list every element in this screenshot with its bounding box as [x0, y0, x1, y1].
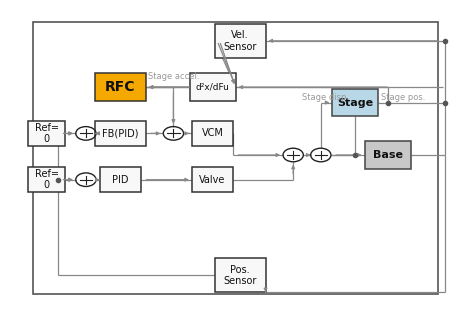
Bar: [192, 167, 233, 192]
Bar: [95, 121, 146, 146]
Text: RFC: RFC: [105, 80, 136, 94]
Text: FB(PID): FB(PID): [102, 128, 139, 138]
Text: d²x/dFu: d²x/dFu: [195, 82, 230, 92]
Text: Ref=
0: Ref= 0: [35, 169, 59, 190]
Bar: [215, 24, 266, 58]
Text: Stage: Stage: [337, 98, 373, 108]
Bar: [95, 73, 146, 101]
Text: Stage accel.: Stage accel.: [148, 72, 200, 81]
Bar: [189, 73, 236, 101]
Bar: [192, 121, 233, 146]
Text: Valve: Valve: [200, 175, 226, 185]
Bar: [365, 141, 411, 169]
Bar: [100, 167, 141, 192]
Text: Pos.
Sensor: Pos. Sensor: [224, 264, 257, 286]
Text: Base: Base: [373, 150, 402, 160]
Bar: [28, 121, 65, 146]
Bar: [28, 167, 65, 192]
Text: Ref=
0: Ref= 0: [35, 122, 59, 144]
Text: PID: PID: [112, 175, 129, 185]
Bar: [33, 22, 438, 294]
Text: Stage pos.: Stage pos.: [381, 93, 425, 102]
Text: Vel.
Sensor: Vel. Sensor: [224, 30, 257, 51]
Bar: [332, 89, 378, 117]
Text: Stage disp.: Stage disp.: [303, 93, 349, 102]
Text: VCM: VCM: [201, 128, 224, 138]
Bar: [215, 258, 266, 292]
